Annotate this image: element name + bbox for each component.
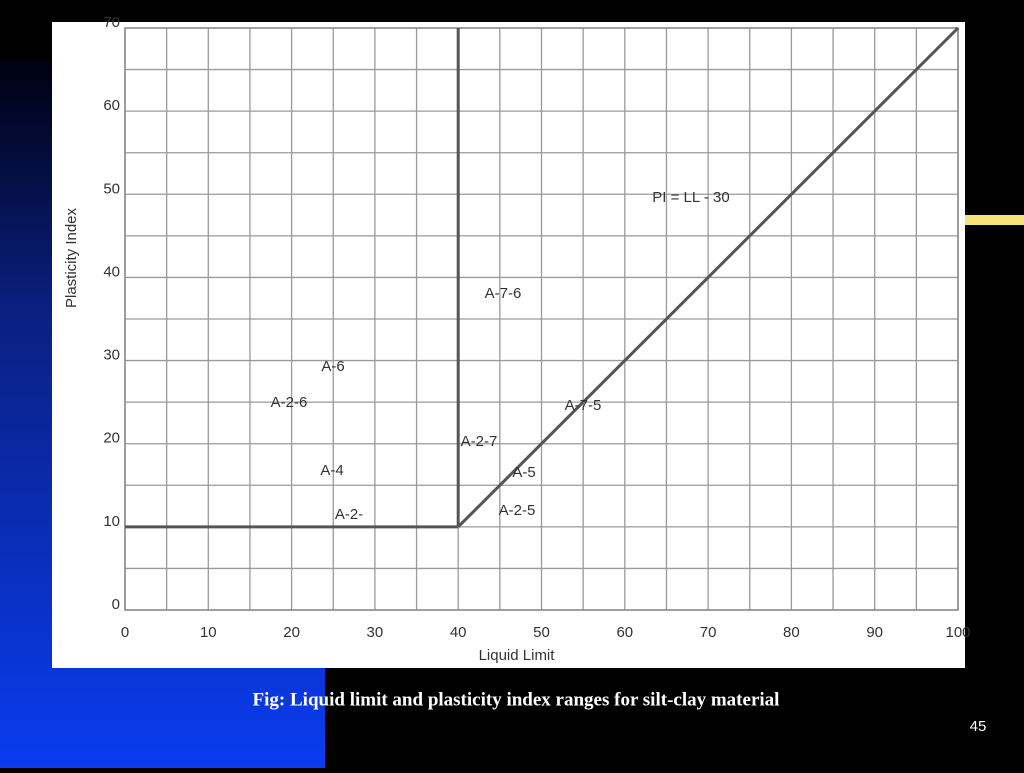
x-tick-label: 80 [783,624,800,641]
region-label: A-4 [320,462,343,479]
x-tick-label: 20 [283,624,300,641]
region-label: A-7-5 [565,397,602,414]
y-tick-label: 40 [103,263,120,280]
x-tick-label: 50 [533,624,550,641]
accent-bar [960,215,1024,225]
plot-border [124,27,959,611]
x-tick-label: 90 [866,624,883,641]
boundary-line [457,26,960,528]
y-tick-label: 50 [103,180,120,197]
chart-background [52,22,965,668]
region-label: PI = LL - 30 [652,189,729,206]
region-label: A-2- [335,506,363,523]
y-tick-label: 60 [103,97,120,114]
region-label: A-2-6 [271,394,308,411]
x-tick-label: 100 [945,624,970,641]
y-tick-label: 10 [103,513,120,530]
x-tick-label: 70 [700,624,717,641]
x-axis-title: Liquid Limit [479,647,556,664]
x-tick-label: 40 [450,624,467,641]
y-tick-label: 70 [103,14,120,31]
region-label: A-5 [512,464,535,481]
y-axis-title: Plasticity Index [63,207,80,308]
region-label: A-2-7 [461,433,498,450]
x-tick-label: 10 [200,624,217,641]
region-label: A-6 [321,358,344,375]
chart: 0 10 20 30 40 50 60 70 80 90 100 0 10 20 30 40 50 60 70 Liq… [63,14,971,664]
x-tick-label: 30 [367,624,384,641]
region-label: A-2-5 [499,502,536,519]
x-tick-label: 0 [121,624,129,641]
y-tick-label: 20 [103,430,120,447]
page-number: 45 [970,718,987,735]
y-tick-label: 0 [112,596,120,613]
region-label: A-7-6 [485,285,522,302]
x-tick-label: 60 [616,624,633,641]
y-tick-label: 30 [103,347,120,364]
caption: Fig: Liquid limit and plasticity index r… [253,689,780,710]
